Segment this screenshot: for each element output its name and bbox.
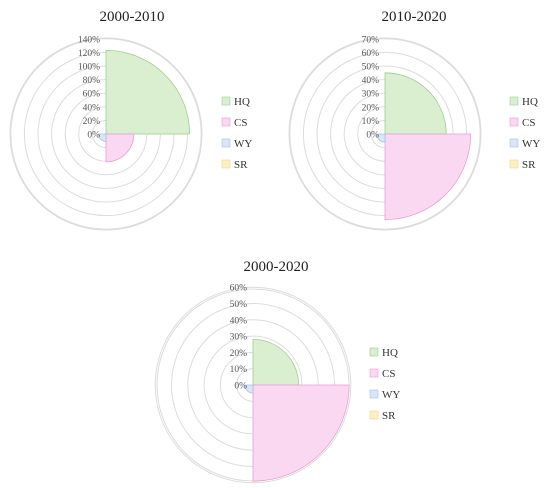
chart-title: 2000-2010 (100, 9, 165, 25)
legend-label-cs: CS (382, 368, 395, 380)
radial-tick-label: 80% (83, 76, 101, 86)
radial-tick-label: 140% (78, 35, 100, 45)
grid-ring (9, 37, 203, 231)
radial-tick-label: 40% (83, 103, 101, 113)
legend-swatch-cs (509, 117, 519, 127)
legend-swatch-wy (221, 138, 231, 148)
radial-tick-label: 60% (362, 49, 380, 59)
radial-tick-label: 50% (230, 300, 248, 310)
radial-tick-label: 30% (362, 90, 380, 100)
polar-chart-2000-2010: 2000-2010 0% 20% 40% 60% 80% 100% 120% 140% HQ CS W… (9, 9, 252, 231)
legend-label-sr: SR (522, 159, 536, 171)
sector-wy (376, 133, 386, 143)
radial-tick-label: 20% (83, 117, 101, 127)
grid-ring (154, 286, 352, 484)
radial-tick-label: 0% (87, 131, 100, 141)
legend-label-sr: SR (382, 410, 396, 422)
legend-label-cs: CS (234, 117, 247, 129)
radial-tick-label: 10% (362, 117, 380, 127)
sector-hq (252, 338, 300, 386)
sector-cs (252, 384, 350, 482)
legend-swatch-hq (221, 96, 231, 106)
legend-swatch-cs (221, 117, 231, 127)
radial-tick-label: 10% (230, 365, 248, 375)
radial-tick-label: 100% (78, 63, 100, 73)
legend-label-wy: WY (234, 138, 252, 150)
legend-label-cs: CS (522, 117, 535, 129)
radial-tick-label: 20% (362, 103, 380, 113)
chart-title: 2010-2020 (382, 9, 447, 25)
legend-swatch-sr (221, 159, 231, 169)
legend-label-sr: SR (234, 159, 248, 171)
radial-tick-label: 120% (78, 49, 100, 59)
legend-swatch-sr (369, 410, 379, 420)
legend-swatch-cs (369, 368, 379, 378)
sector-wy (244, 384, 254, 394)
polar-chart-2010-2020: 2010-2020 0% 10% 20% 30% 40% 50% 60% 70% HQ CS WY SR (288, 9, 540, 231)
legend-label-hq: HQ (234, 96, 250, 108)
sector-cs (384, 133, 472, 221)
legend-swatch-wy (369, 389, 379, 399)
radial-tick-label: 0% (234, 382, 247, 392)
legend-label-hq: HQ (522, 96, 538, 108)
legend-swatch-hq (369, 347, 379, 357)
sector-hq (384, 72, 447, 135)
legend-swatch-wy (509, 138, 519, 148)
radial-tick-label: 50% (362, 63, 380, 73)
radial-tick-label: 40% (230, 316, 248, 326)
radial-tick-label: 20% (230, 349, 248, 359)
legend-label-wy: WY (522, 138, 540, 150)
legend-label-wy: WY (382, 389, 400, 401)
chart-title: 2000-2020 (244, 259, 309, 275)
radial-tick-label: 60% (83, 90, 101, 100)
sector-cs (105, 133, 135, 163)
legend-label-hq: HQ (382, 347, 398, 359)
legend-swatch-sr (509, 159, 519, 169)
legend-swatch-hq (509, 96, 519, 106)
sector-wy (98, 133, 107, 142)
grid-ring (10, 38, 202, 230)
radial-tick-label: 40% (362, 76, 380, 86)
radial-tick-label: 70% (362, 35, 380, 45)
grid-ring (288, 37, 482, 231)
grid-ring (289, 38, 481, 230)
sector-hq (105, 49, 191, 135)
polar-chart-2000-2020: 2000-2020 0% 10% 20% 30% 40% 50% 60% HQ CS WY SR (154, 259, 400, 484)
radial-tick-label: 60% (230, 284, 248, 294)
radial-tick-label: 30% (230, 333, 248, 343)
radial-tick-label: 0% (366, 131, 379, 141)
